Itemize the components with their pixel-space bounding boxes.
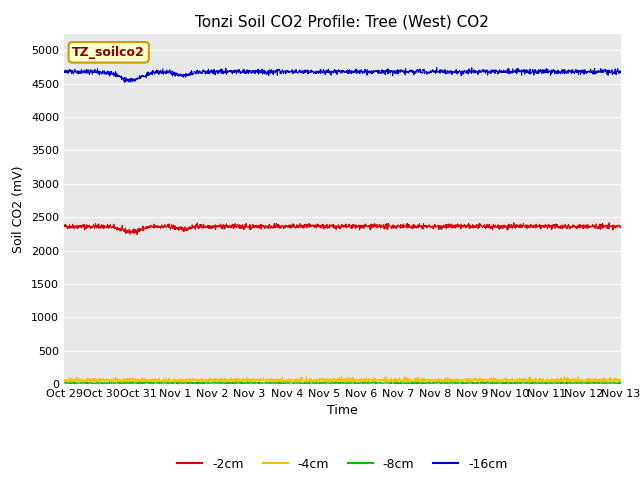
-4cm xyxy=(602,379,609,385)
-2cm xyxy=(602,224,609,230)
X-axis label: Time: Time xyxy=(327,405,358,418)
-16cm xyxy=(602,68,609,74)
Y-axis label: Soil CO2 (mV): Soil CO2 (mV) xyxy=(12,165,26,252)
-4cm xyxy=(316,375,324,381)
-16cm xyxy=(331,68,339,74)
-2cm xyxy=(601,223,609,229)
-8cm xyxy=(88,380,96,386)
-8cm xyxy=(499,381,507,386)
-2cm xyxy=(88,224,96,230)
-4cm xyxy=(601,377,609,383)
-4cm xyxy=(331,380,339,386)
Legend: -2cm, -4cm, -8cm, -16cm: -2cm, -4cm, -8cm, -16cm xyxy=(172,453,513,476)
-16cm xyxy=(60,70,68,75)
-4cm xyxy=(60,379,68,384)
-16cm xyxy=(601,68,609,73)
-8cm xyxy=(617,380,625,386)
Line: -2cm: -2cm xyxy=(64,223,621,235)
-8cm xyxy=(116,381,124,387)
-16cm xyxy=(316,67,324,72)
-4cm xyxy=(89,376,97,382)
Title: Tonzi Soil CO2 Profile: Tree (West) CO2: Tonzi Soil CO2 Profile: Tree (West) CO2 xyxy=(195,15,490,30)
-16cm xyxy=(120,79,128,85)
-16cm xyxy=(88,72,96,77)
-4cm xyxy=(69,381,77,386)
-8cm xyxy=(601,380,609,385)
-2cm xyxy=(617,225,625,230)
-2cm xyxy=(316,222,324,228)
-2cm xyxy=(499,224,506,229)
Line: -4cm: -4cm xyxy=(64,377,621,384)
-2cm xyxy=(60,223,68,229)
Text: TZ_soilco2: TZ_soilco2 xyxy=(72,46,145,59)
-8cm xyxy=(332,380,339,385)
-2cm xyxy=(510,220,518,226)
-8cm xyxy=(129,379,137,385)
-8cm xyxy=(60,380,68,386)
-8cm xyxy=(602,380,609,385)
-4cm xyxy=(499,378,507,384)
-2cm xyxy=(331,224,339,230)
Line: -8cm: -8cm xyxy=(64,382,621,384)
-2cm xyxy=(133,232,141,238)
-16cm xyxy=(433,65,440,71)
-16cm xyxy=(617,70,625,76)
-4cm xyxy=(617,379,625,384)
-16cm xyxy=(499,70,507,75)
-8cm xyxy=(317,380,324,386)
Line: -16cm: -16cm xyxy=(64,68,621,82)
-4cm xyxy=(338,374,346,380)
